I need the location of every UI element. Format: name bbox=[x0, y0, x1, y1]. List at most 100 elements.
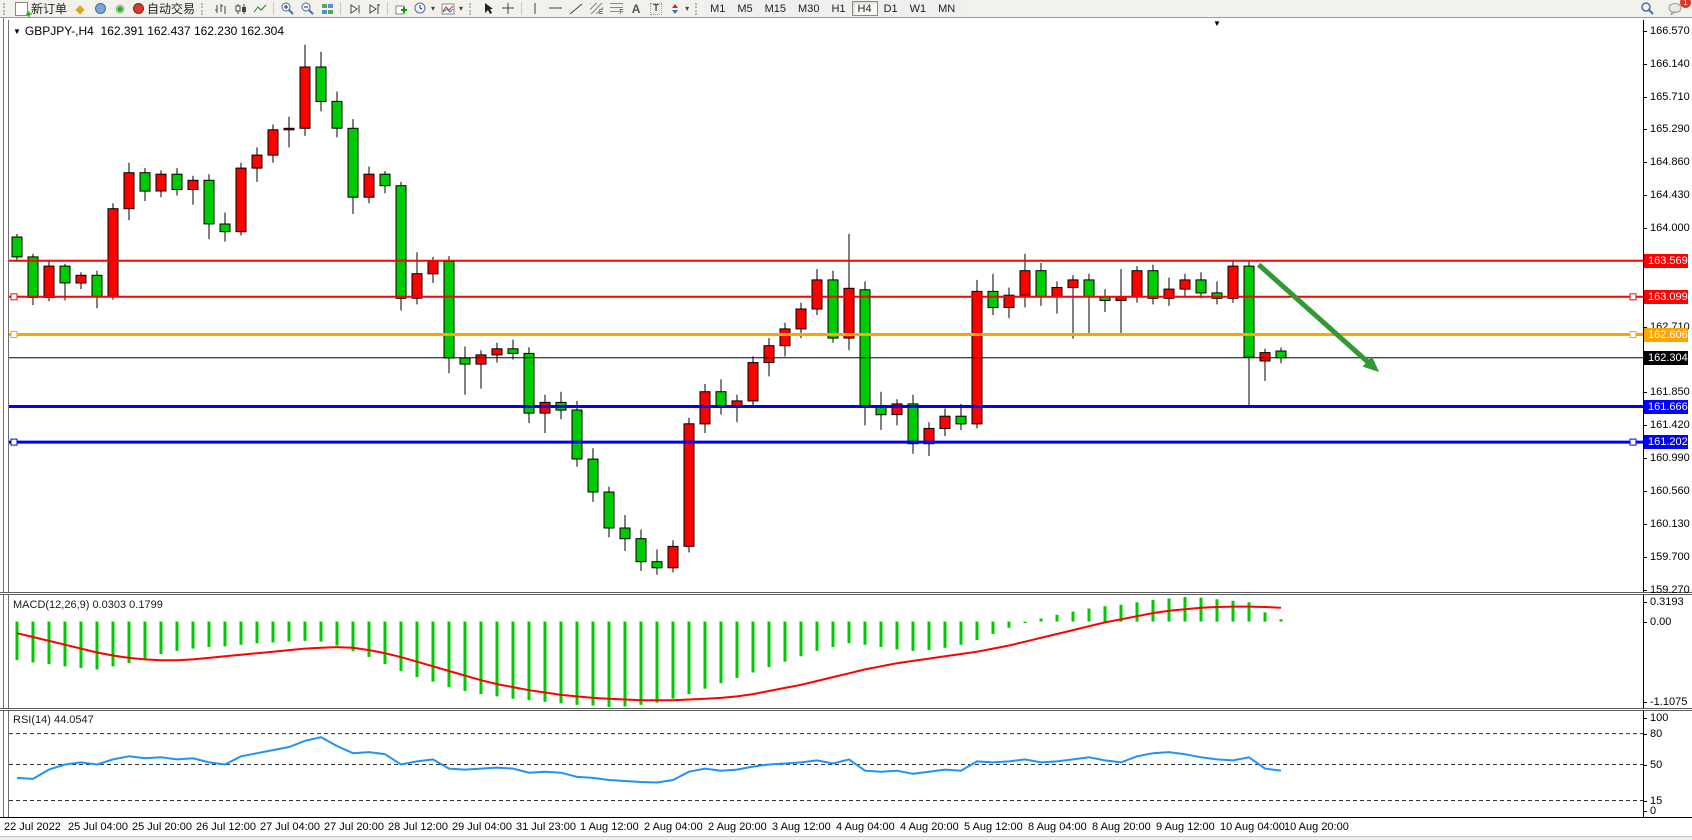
new-order-label: 新订单 bbox=[31, 2, 68, 16]
macd-signal-line bbox=[16, 605, 1282, 702]
styles-icon: ◆ bbox=[75, 1, 85, 16]
time-axis-label: 27 Jul 04:00 bbox=[260, 821, 320, 833]
toolbar-grip[interactable] bbox=[201, 2, 206, 15]
time-axis-label: 22 Jul 2022 bbox=[4, 821, 61, 833]
text-button[interactable]: A bbox=[626, 1, 646, 16]
search-button[interactable] bbox=[1637, 1, 1657, 16]
profile-icon bbox=[94, 3, 106, 14]
timeframe-button-d1[interactable]: D1 bbox=[877, 1, 904, 16]
timeframe-button-m30[interactable]: M30 bbox=[792, 1, 826, 16]
trendline-button[interactable] bbox=[566, 1, 586, 16]
cursor-button[interactable] bbox=[478, 1, 498, 16]
time-axis[interactable]: 22 Jul 2022 25 Jul 04:00 25 Jul 20:00 26 Ju… bbox=[0, 818, 1692, 836]
styles-button[interactable]: ◆ bbox=[70, 1, 90, 16]
price-tick-label: 166.140 bbox=[1650, 58, 1690, 70]
trend-arrow bbox=[1256, 262, 1380, 373]
price-tick-label: 164.000 bbox=[1650, 222, 1690, 234]
signals-button[interactable]: ◉ bbox=[110, 1, 130, 16]
add-indicator-button[interactable] bbox=[391, 1, 411, 16]
macd-scale-label-tick bbox=[1643, 622, 1647, 623]
text-icon: A bbox=[631, 1, 641, 16]
notifications-button[interactable]: 1 bbox=[1665, 0, 1691, 16]
crosshair-button[interactable] bbox=[498, 1, 518, 16]
arrows-button[interactable]: ▾ bbox=[666, 1, 692, 16]
rsi-panel-canvas[interactable] bbox=[9, 712, 1643, 817]
price-tick-label-tick bbox=[1643, 524, 1647, 525]
macd-indicator-label: MACD(12,26,9) 0.0303 0.1799 bbox=[13, 599, 163, 611]
time-axis-label: 5 Aug 12:00 bbox=[964, 821, 1023, 833]
search-icon bbox=[1641, 2, 1654, 15]
periods-button[interactable]: ▾ bbox=[411, 1, 438, 16]
timeframe-button-h4[interactable]: H4 bbox=[851, 1, 878, 16]
tile-windows-button[interactable] bbox=[317, 1, 337, 16]
price-chart-canvas[interactable] bbox=[9, 20, 1643, 593]
price-tick-label-tick bbox=[1643, 129, 1647, 130]
chart-shift-icon bbox=[369, 3, 380, 14]
rsi-line bbox=[16, 736, 1282, 784]
timeframe-group: M1 M5 M15 M30 H1 H4 D1 W1 MN bbox=[704, 1, 962, 16]
horizontal-line-button[interactable] bbox=[545, 1, 566, 16]
text-label-button[interactable]: T bbox=[646, 1, 666, 16]
toolbar-grip[interactable] bbox=[695, 2, 700, 15]
auto-trading-button[interactable]: 自动交易 bbox=[130, 1, 198, 16]
time-axis-label: 3 Aug 12:00 bbox=[772, 821, 831, 833]
new-order-icon: + bbox=[15, 1, 32, 20]
line-chart-icon bbox=[253, 4, 267, 12]
chart-shift-button[interactable] bbox=[364, 1, 384, 16]
panel-splitter[interactable] bbox=[0, 592, 1692, 595]
macd-panel-canvas[interactable] bbox=[9, 596, 1643, 708]
time-axis-label: 31 Jul 23:00 bbox=[516, 821, 576, 833]
price-tick-label-tick bbox=[1643, 31, 1647, 32]
rsi-scale-label: 100 bbox=[1650, 712, 1669, 724]
rsi-level-lines bbox=[9, 733, 1643, 801]
candlestick-chart-button[interactable] bbox=[230, 1, 250, 16]
price-line-badge: 161.202 bbox=[1644, 435, 1688, 449]
rsi-indicator-label: RSI(14) 44.0547 bbox=[13, 714, 94, 726]
price-tick-label-tick bbox=[1643, 491, 1647, 492]
time-axis-label: 4 Aug 20:00 bbox=[900, 821, 959, 833]
timeframe-button-h1[interactable]: H1 bbox=[825, 1, 852, 16]
macd-histogram bbox=[15, 597, 1283, 707]
timeframe-button-m5[interactable]: M5 bbox=[731, 1, 759, 16]
tile-windows-icon bbox=[321, 3, 333, 14]
rsi-scale-label-tick bbox=[1643, 734, 1647, 735]
bar-chart-button[interactable] bbox=[210, 1, 230, 16]
equidistant-channel-button[interactable]: E bbox=[586, 1, 606, 16]
vertical-line-icon bbox=[534, 3, 536, 14]
timeframe-button-m15[interactable]: M15 bbox=[758, 1, 793, 16]
notification-badge: 1 bbox=[1680, 0, 1691, 8]
zoom-out-button[interactable] bbox=[297, 1, 317, 16]
price-tick-label: 164.430 bbox=[1650, 189, 1690, 201]
price-tick-label: 160.130 bbox=[1650, 518, 1690, 530]
toolbar-grip[interactable] bbox=[3, 2, 8, 15]
toolbar-grip[interactable] bbox=[469, 2, 474, 15]
toolbar: + 新订单 ◆ ◉ 自动交易 bbox=[0, 0, 1692, 20]
panel-splitter[interactable] bbox=[0, 708, 1692, 711]
horizontal-line-icon bbox=[549, 7, 563, 9]
zoom-in-button[interactable] bbox=[277, 1, 297, 16]
rsi-scale-label-tick bbox=[1643, 765, 1647, 766]
price-axis[interactable]: 166.570 166.140 165.710 165.290 164.860 164.4… bbox=[1643, 0, 1692, 840]
chart-shift-marker-icon[interactable]: ▼ bbox=[1213, 19, 1221, 28]
fibonacci-button[interactable]: F bbox=[606, 1, 626, 16]
line-chart-button[interactable] bbox=[250, 1, 270, 16]
timeframe-button-mn[interactable]: MN bbox=[932, 1, 962, 16]
rsi-scale-label: 50 bbox=[1650, 759, 1663, 771]
auto-scroll-button[interactable] bbox=[344, 1, 364, 16]
macd-scale-label-tick bbox=[1643, 602, 1647, 603]
chart-title-collapse-icon[interactable]: ▼ bbox=[13, 27, 21, 36]
candlesticks bbox=[11, 44, 1287, 575]
timeframe-button-w1[interactable]: W1 bbox=[903, 1, 933, 16]
rsi-scale-label: 80 bbox=[1650, 728, 1663, 740]
time-axis-label: 26 Jul 12:00 bbox=[196, 821, 256, 833]
chevron-down-icon: ▾ bbox=[431, 4, 436, 13]
timeframe-button-m1[interactable]: M1 bbox=[704, 1, 732, 16]
price-tick-label-tick bbox=[1643, 425, 1647, 426]
price-tick-label: 161.420 bbox=[1650, 419, 1690, 431]
macd-scale-label: 0.3193 bbox=[1650, 596, 1684, 608]
new-order-button[interactable]: + 新订单 bbox=[12, 1, 70, 20]
publish-button[interactable] bbox=[90, 1, 110, 16]
templates-button[interactable]: ▾ bbox=[438, 1, 466, 16]
vertical-line-button[interactable] bbox=[525, 1, 545, 16]
price-tick-label: 160.990 bbox=[1650, 452, 1690, 464]
